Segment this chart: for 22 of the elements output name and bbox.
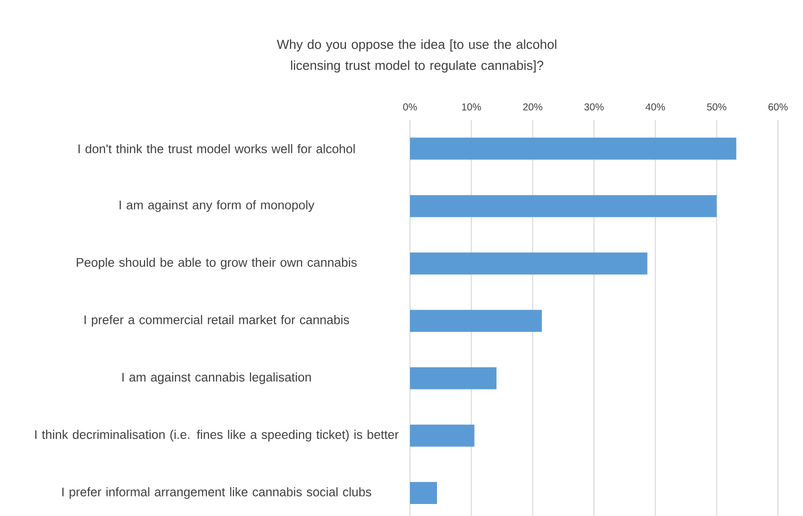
bar xyxy=(410,367,496,390)
chart-title: Why do you oppose the idea [to use the alcohol licensing trust model to regulate cannabis]? xyxy=(276,39,556,73)
y-tick-label: I think decriminalisation (i.e. fines like a speeding ticket) is better xyxy=(35,430,399,442)
y-tick-label: I am against cannabis legalisation xyxy=(122,372,311,384)
y-tick-label: I prefer informal arrangement like cannabis social clubs xyxy=(62,487,372,499)
bar xyxy=(410,195,717,218)
bar xyxy=(410,252,648,274)
bar xyxy=(410,310,542,332)
x-tick-label: 60% xyxy=(768,103,788,110)
y-tick-label: People should be able to grow their own cannabis xyxy=(76,258,357,270)
x-tick-label: 40% xyxy=(646,103,665,110)
x-tick-label: 10% xyxy=(462,103,481,110)
bar xyxy=(410,482,437,504)
bar xyxy=(410,424,474,447)
x-tick-label: 50% xyxy=(707,103,726,110)
x-tick-label: 20% xyxy=(523,103,542,110)
y-tick-label: I prefer a commercial retail market for cannabis xyxy=(84,315,350,327)
y-tick-label: I am against any form of monopoly xyxy=(120,200,314,212)
y-tick-label: I don't think the trust model works well for alcohol xyxy=(78,144,355,154)
x-tick-label: 0% xyxy=(403,103,417,110)
bar xyxy=(410,138,736,160)
x-tick-label: 30% xyxy=(584,103,604,110)
